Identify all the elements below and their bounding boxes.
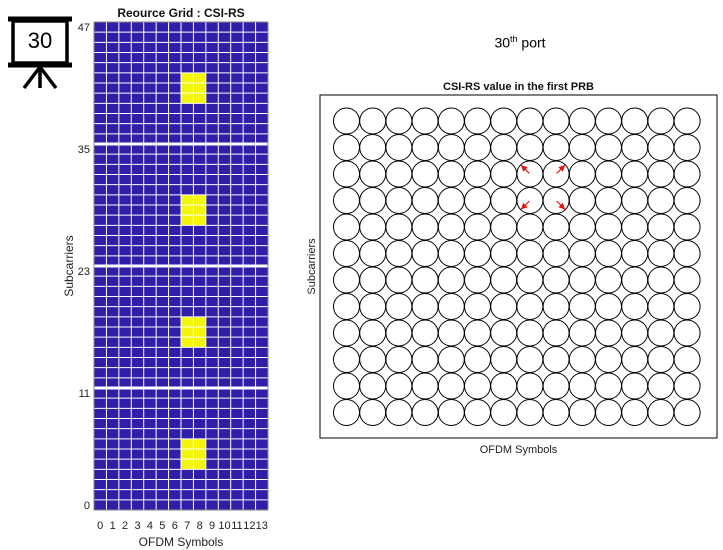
prb-plot-x-label: OFDM Symbols [480, 444, 558, 456]
csi-rs-cell [181, 316, 194, 327]
port-number: 30 [494, 34, 511, 51]
resource-grid-x-label: OFDM Symbols [139, 535, 224, 549]
x-tick-label: 2 [122, 520, 128, 532]
x-tick-label: 9 [209, 520, 215, 532]
x-tick-label: 4 [147, 520, 153, 532]
csi-rs-cell [193, 83, 206, 94]
csi-rs-cell [193, 337, 206, 348]
csi-rs-cell [193, 449, 206, 460]
csi-rs-cell [181, 194, 194, 205]
csi-rs-cell [181, 205, 194, 216]
x-tick-label: 3 [134, 520, 140, 532]
x-tick-label: 0 [97, 520, 103, 532]
port-word: port [521, 34, 546, 51]
resource-grid-frame [93, 21, 269, 511]
csi-rs-cell [181, 93, 194, 104]
y-tick-label: 23 [78, 266, 90, 278]
resource-grid-title: Reource Grid : CSI-RS [117, 6, 244, 20]
csi-rs-cell [181, 449, 194, 460]
csi-rs-arrow-head [558, 165, 566, 172]
csi-rs-cell [193, 438, 206, 449]
presentation-board-icon: 30 [0, 0, 80, 95]
csi-rs-arrow-head [558, 202, 566, 210]
csi-rs-cell [193, 93, 206, 104]
csi-rs-cell [193, 72, 206, 83]
csi-rs-cell [193, 459, 206, 470]
x-tick-label: 13 [256, 520, 268, 532]
csi-rs-cell [181, 337, 194, 348]
presenter-number: 30 [27, 28, 53, 53]
prb-plot-frame [319, 94, 718, 439]
csi-rs-cell [193, 215, 206, 226]
csi-rs-cell [181, 72, 194, 83]
y-tick-label: 11 [79, 388, 90, 400]
y-tick-label: 35 [78, 144, 90, 156]
csi-rs-cell [193, 205, 206, 216]
prb-plot-title: CSI-RS value in the first PRB [443, 81, 594, 93]
csi-rs-arrow-head [520, 202, 528, 210]
csi-rs-cell [193, 194, 206, 205]
x-tick-label: 11 [231, 520, 242, 532]
csi-rs-cell [193, 316, 206, 327]
y-tick-label: 0 [84, 500, 90, 512]
prb-plot-y-label: Subcarriers [306, 238, 318, 295]
csi-rs-cell [193, 327, 206, 338]
csi-rs-cell [181, 438, 194, 449]
y-tick-label: 47 [78, 22, 90, 34]
x-tick-label: 5 [159, 520, 165, 532]
csi-rs-cell [181, 215, 194, 226]
x-tick-label: 10 [218, 520, 230, 532]
port-ordinal-suffix: th [510, 34, 518, 44]
x-tick-label: 12 [243, 520, 255, 532]
resource-grid-y-label: Subcarriers [62, 235, 76, 296]
x-tick-label: 7 [184, 520, 190, 532]
x-tick-label: 1 [110, 520, 116, 532]
port-title: 30th port [470, 34, 570, 51]
resource-element-marker [673, 399, 701, 426]
csi-rs-cell [181, 327, 194, 338]
csi-rs-arrow-head [520, 165, 528, 172]
x-tick-label: 8 [197, 520, 203, 532]
x-tick-label: 6 [172, 520, 178, 532]
csi-rs-cell [181, 83, 194, 94]
csi-rs-cell [181, 459, 194, 470]
